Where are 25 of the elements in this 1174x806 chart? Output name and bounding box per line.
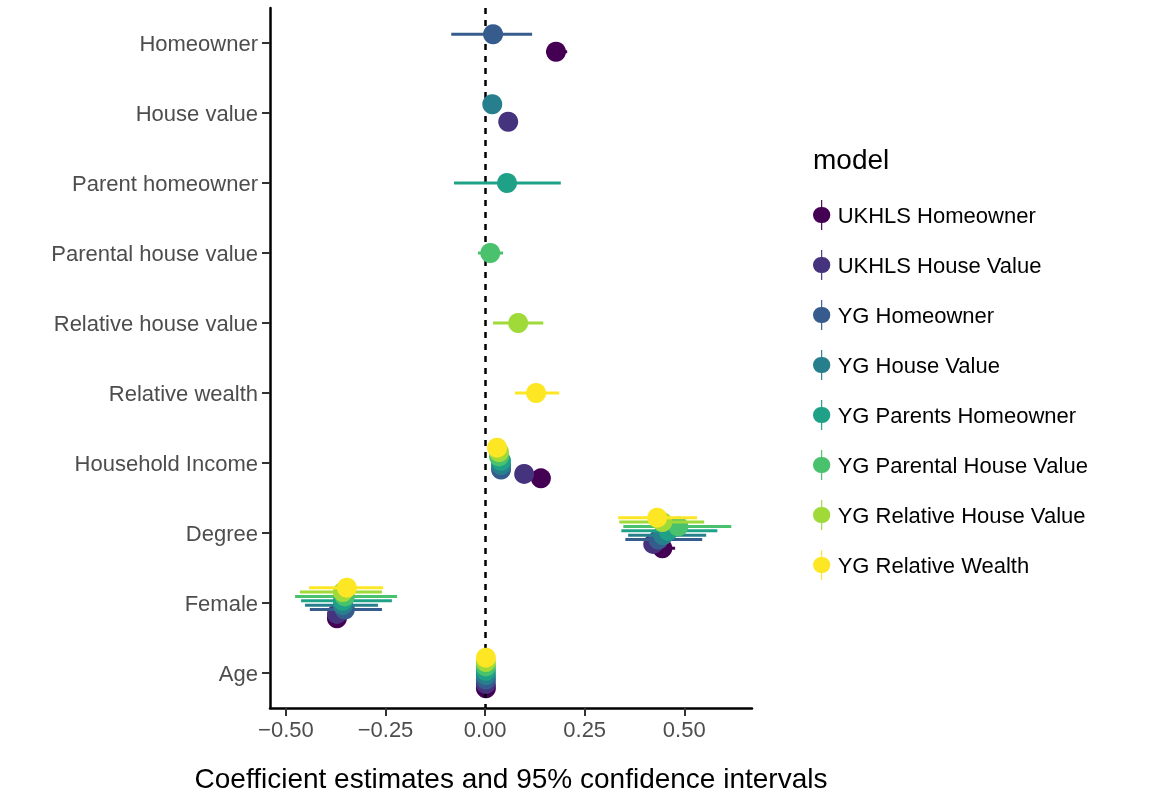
legend-label: YG Homeowner bbox=[837, 302, 995, 328]
y-tick-label: Relative house value bbox=[53, 310, 258, 336]
x-tick-label: −0.50 bbox=[258, 716, 314, 742]
y-tick-label: Household Income bbox=[74, 450, 258, 476]
legend-label: YG Parents Homeowner bbox=[837, 402, 1077, 428]
x-tick-label: 0.00 bbox=[463, 716, 507, 742]
y-tick-label: Parental house value bbox=[51, 240, 258, 266]
x-axis-title: Coefficient estimates and 95% confidence intervals bbox=[194, 762, 828, 794]
x-tick-label: −0.25 bbox=[357, 716, 414, 742]
y-tick-label: Female bbox=[184, 590, 258, 616]
y-tick-label: Degree bbox=[185, 520, 258, 546]
legend-label: UKHLS House Value bbox=[837, 252, 1042, 278]
x-tick-label: 0.25 bbox=[563, 716, 607, 742]
y-tick-label: Relative wealth bbox=[108, 380, 258, 406]
legend-label: YG Relative Wealth bbox=[837, 552, 1030, 578]
y-tick-label: Homeowner bbox=[139, 30, 258, 56]
legend-title: model bbox=[813, 143, 890, 175]
legend-label: YG House Value bbox=[837, 352, 1000, 378]
y-tick-label: House value bbox=[135, 100, 258, 126]
x-tick-label: 0.50 bbox=[662, 716, 706, 742]
legend-label: UKHLS Homeowner bbox=[837, 202, 1036, 228]
legend-label: YG Relative House Value bbox=[837, 502, 1086, 528]
legend-label: YG Parental House Value bbox=[837, 452, 1088, 478]
y-tick-label: Parent homeowner bbox=[72, 170, 258, 196]
y-tick-label: Age bbox=[218, 660, 258, 686]
